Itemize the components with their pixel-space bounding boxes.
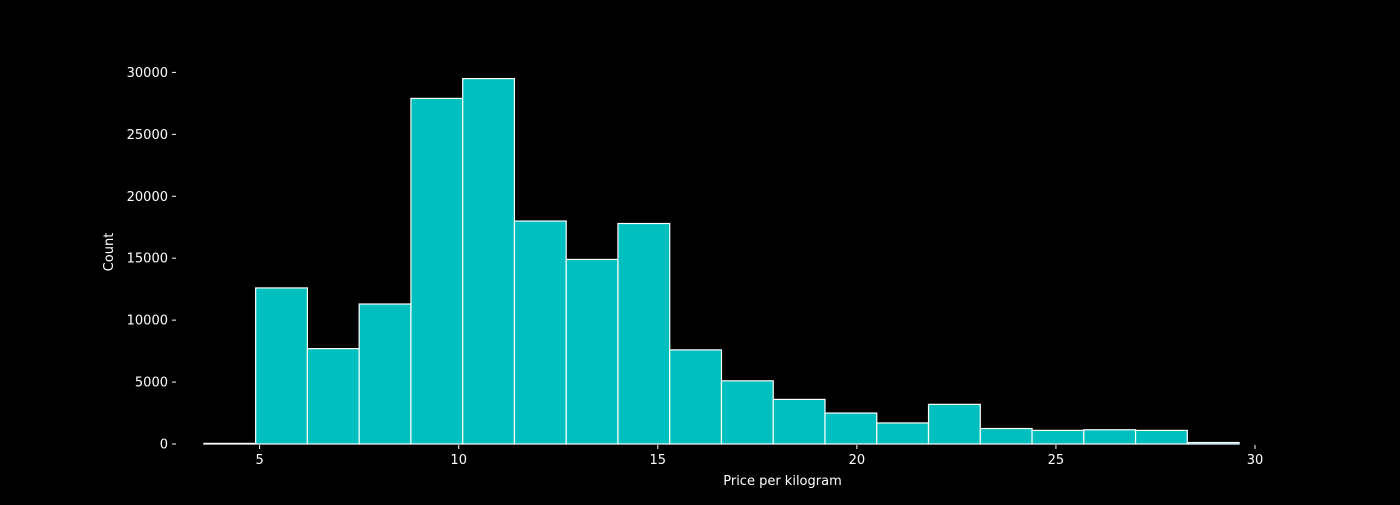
histogram-bar-3 — [358, 303, 412, 445]
histogram-bar-8 — [617, 222, 671, 445]
x-tick-label: 10 — [450, 453, 467, 468]
histogram-bar-12 — [824, 412, 878, 445]
x-tick-label: 5 — [255, 453, 263, 468]
x-tick-label: 20 — [849, 453, 866, 468]
x-tick-label: 15 — [650, 453, 667, 468]
y-tick-label: 5000 — [135, 376, 168, 391]
histogram-bar-19 — [1186, 441, 1240, 445]
y-tick-label: 0 — [160, 438, 168, 453]
y-axis: 0 5000 10000 15000 20000 25000 30000 — [127, 66, 176, 453]
y-tick-label: 10000 — [127, 314, 168, 329]
y-tick-label: 15000 — [127, 252, 168, 267]
histogram-bar-13 — [876, 422, 930, 445]
histogram-bar-7 — [565, 258, 619, 445]
histogram-bar-15 — [979, 427, 1033, 445]
histogram-bar-18 — [1134, 429, 1188, 445]
histogram-bar-1 — [255, 287, 309, 445]
y-tick-label: 25000 — [127, 128, 168, 143]
bars-layer — [203, 77, 1240, 445]
histogram-bar-16 — [1031, 429, 1085, 445]
histogram-bar-4 — [410, 97, 464, 445]
histogram-bar-17 — [1083, 429, 1137, 445]
histogram-bar-11 — [772, 398, 826, 445]
histogram-bar-5 — [462, 77, 516, 445]
histogram-bar-2 — [306, 348, 360, 445]
histogram-bar-0 — [203, 442, 257, 445]
histogram-bar-14 — [927, 403, 981, 445]
x-tick-label: 25 — [1048, 453, 1065, 468]
y-tick-label: 30000 — [127, 66, 168, 81]
x-tick-label: 30 — [1247, 453, 1264, 468]
histogram-bar-10 — [720, 380, 774, 445]
y-tick-label: 20000 — [127, 190, 168, 205]
histogram-bar-6 — [513, 220, 567, 445]
y-axis-label: Count — [102, 233, 117, 272]
histogram-bar-9 — [669, 349, 723, 445]
x-axis: 5 10 15 20 25 30 — [255, 445, 1263, 468]
x-axis-label: Price per kilogram — [723, 474, 842, 489]
